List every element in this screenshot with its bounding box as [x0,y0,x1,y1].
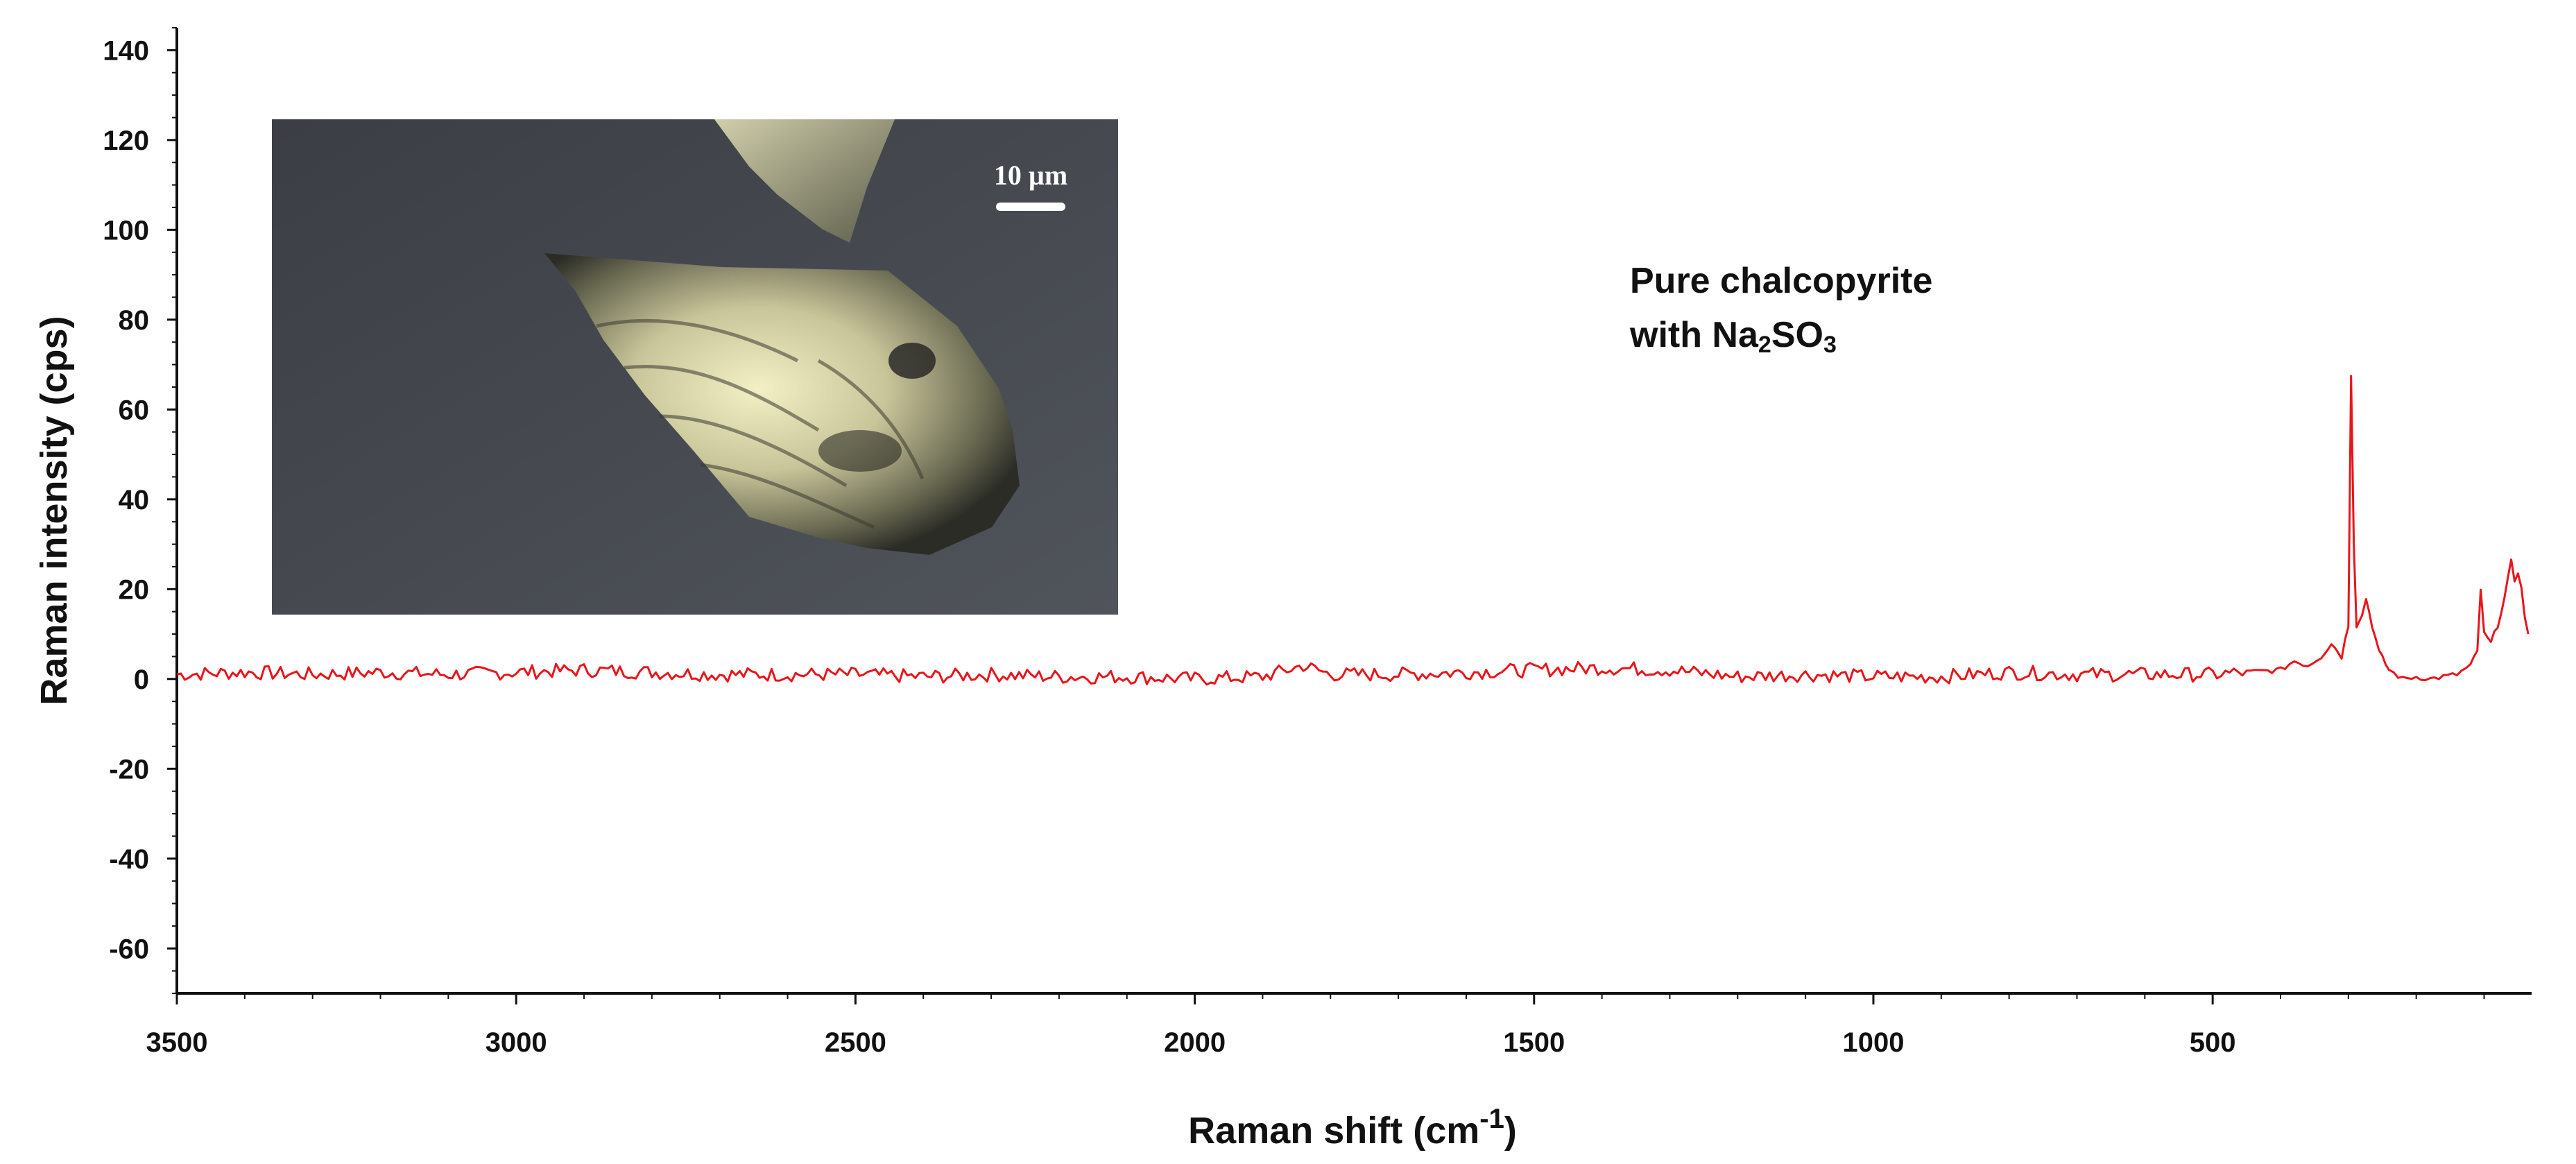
y-tick-label: -60 [109,934,149,964]
y-tick-label: 20 [119,574,150,605]
x-tick-label: 1000 [1842,1027,1904,1058]
y-tick-label: 140 [103,35,149,66]
inset-micrograph-image: 10 µm [272,119,1118,615]
x-tick-label: 2000 [1164,1027,1226,1058]
annotation-line-1: Pure chalcopyrite [1630,261,1932,301]
x-axis-title-main: Raman shift (cm [1188,1110,1479,1152]
series-line [176,375,2530,686]
x-axis-title-sup: -1 [1479,1104,1504,1134]
x-axis-ticks: 3500 3000 2500 2000 1500 1000 500 [146,993,2236,1058]
annotation-line-2: with Na2SO3 [1629,315,1837,358]
y-tick-label: 120 [103,126,149,156]
scale-bar [996,203,1065,211]
y-tick-label: 60 [119,395,150,425]
annotation-sub-1: 2 [1758,332,1771,358]
x-tick-label: 3000 [486,1027,547,1058]
annotation-prefix: with Na [1629,315,1759,355]
x-tick-label: 500 [2190,1027,2236,1058]
y-tick-label: 80 [119,305,150,336]
y-axis-title: Raman intensity (cps) [33,316,75,705]
minor-ticks [172,27,2485,999]
y-axis-ticks: 140 120 100 80 60 40 20 0 -20 -40 -60 [103,35,177,964]
annotation-sub-2: 3 [1823,332,1837,358]
x-tick-label: 3500 [146,1027,208,1058]
x-axis-title-close: ) [1504,1110,1517,1152]
scale-bar-label: 10 µm [994,160,1067,191]
x-tick-label: 2500 [825,1027,886,1058]
x-tick-label: 1500 [1503,1027,1565,1058]
y-tick-label: 40 [119,485,150,515]
y-tick-label: 100 [103,215,149,246]
annotation-mid: SO [1771,315,1823,355]
x-axis-title: Raman shift (cm-1) [1188,1104,1517,1152]
y-tick-label: -40 [109,844,149,875]
y-tick-label: 0 [134,665,149,695]
y-tick-label: -20 [109,754,149,785]
